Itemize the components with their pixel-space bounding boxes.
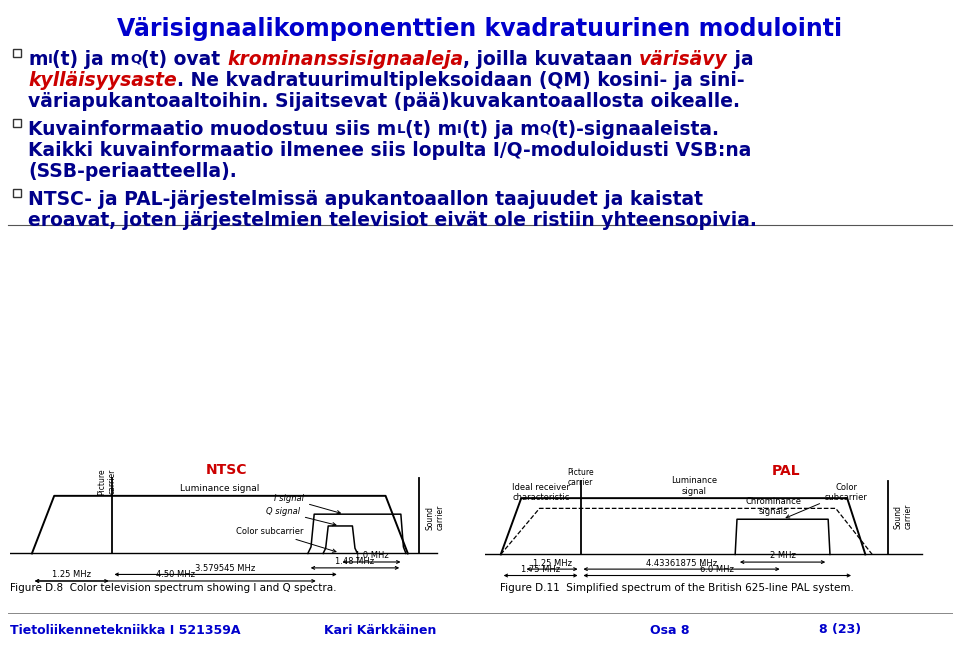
Text: Picture
carrier: Picture carrier xyxy=(567,468,594,487)
Text: UNIVERSITY: UNIVERSITY xyxy=(916,617,948,622)
Text: krominanssisignaaleja: krominanssisignaaleja xyxy=(227,50,463,69)
Text: Color subcarrier: Color subcarrier xyxy=(236,527,336,552)
Text: Picture
carrier: Picture carrier xyxy=(97,468,116,495)
Text: . Ne kvadratuurimultipleksoidaan (QM) kosini- ja sini-: . Ne kvadratuurimultipleksoidaan (QM) ko… xyxy=(177,71,744,90)
Text: 4.43361875 MHz: 4.43361875 MHz xyxy=(646,559,717,567)
Text: NTSC- ja PAL-järjestelmissä apukantoaallon taajuudet ja kaistat: NTSC- ja PAL-järjestelmissä apukantoaall… xyxy=(28,190,703,209)
Text: I: I xyxy=(457,123,462,136)
Text: 1.25 MHz: 1.25 MHz xyxy=(533,559,571,567)
Text: Q signal: Q signal xyxy=(266,507,336,526)
Text: Color
subcarrier: Color subcarrier xyxy=(786,483,868,518)
Text: Kari Kärkkäinen: Kari Kärkkäinen xyxy=(324,624,436,637)
Text: OULU: OULU xyxy=(924,637,940,642)
Text: Chrominance
signals: Chrominance signals xyxy=(746,496,802,516)
Text: L: L xyxy=(396,123,405,136)
Text: 1.0 MHz: 1.0 MHz xyxy=(354,552,389,560)
Text: 3.579545 MHz: 3.579545 MHz xyxy=(196,564,255,572)
Text: (t) ja m: (t) ja m xyxy=(53,50,131,69)
Text: väriapukantoaaltoihin. Sijaitsevat (pää)kuvakantoaallosta oikealle.: väriapukantoaaltoihin. Sijaitsevat (pää)… xyxy=(28,92,740,111)
Text: PAL: PAL xyxy=(771,464,800,477)
Text: m: m xyxy=(28,50,47,69)
Text: ja: ja xyxy=(728,50,754,69)
Text: NTSC: NTSC xyxy=(205,463,247,477)
Text: Sound
carrier: Sound carrier xyxy=(425,505,445,530)
Text: 1.48 MHz: 1.48 MHz xyxy=(335,557,374,566)
Bar xyxy=(13,49,21,57)
Text: Ideal receiver
characteristic: Ideal receiver characteristic xyxy=(512,483,570,502)
Text: kylläisyysaste: kylläisyysaste xyxy=(28,71,177,90)
Text: Luminance
signal: Luminance signal xyxy=(671,476,717,496)
Text: Osa 8: Osa 8 xyxy=(650,624,689,637)
Text: Kaikki kuvainformaatio ilmenee siis lopulta I/Q-moduloidusti VSB:na: Kaikki kuvainformaatio ilmenee siis lopu… xyxy=(28,141,752,160)
Text: 8 (23): 8 (23) xyxy=(819,624,861,637)
Text: 1.25 MHz: 1.25 MHz xyxy=(52,571,91,579)
Text: (t) ovat: (t) ovat xyxy=(141,50,227,69)
Text: I signal: I signal xyxy=(274,494,341,514)
Text: 6.0 MHz: 6.0 MHz xyxy=(700,565,734,574)
Text: (t) ja m: (t) ja m xyxy=(462,120,540,139)
Text: Tietoliikennetekniikka I 521359A: Tietoliikennetekniikka I 521359A xyxy=(10,624,241,637)
Bar xyxy=(13,189,21,197)
Text: I: I xyxy=(47,53,53,66)
Text: OF: OF xyxy=(928,627,936,632)
Text: 1.75 MHz: 1.75 MHz xyxy=(521,565,561,574)
Text: 2 MHz: 2 MHz xyxy=(770,552,796,561)
Text: (t)-signaaleista.: (t)-signaaleista. xyxy=(551,120,720,139)
Text: Kuvainformaatio muodostuu siis m: Kuvainformaatio muodostuu siis m xyxy=(28,120,396,139)
Text: Värisignaalikomponenttien kvadratuurinen modulointi: Värisignaalikomponenttien kvadratuurinen… xyxy=(117,17,843,41)
Text: Sound
carrier: Sound carrier xyxy=(894,503,913,529)
Bar xyxy=(13,119,21,127)
Text: Figure D.8  Color television spectrum showing I and Q spectra.: Figure D.8 Color television spectrum sho… xyxy=(10,583,337,593)
Text: Q: Q xyxy=(131,53,141,66)
Text: (SSB-periaatteella).: (SSB-periaatteella). xyxy=(28,162,237,181)
Text: (t) m: (t) m xyxy=(405,120,457,139)
Text: 4.50 MHz: 4.50 MHz xyxy=(156,571,195,579)
Text: Figure D.11  Simplified spectrum of the British 625-line PAL system.: Figure D.11 Simplified spectrum of the B… xyxy=(500,583,853,593)
Text: , joilla kuvataan: , joilla kuvataan xyxy=(463,50,639,69)
Text: Q: Q xyxy=(540,123,551,136)
Text: Luminance signal: Luminance signal xyxy=(180,484,259,493)
Text: värisävy: värisävy xyxy=(639,50,728,69)
Text: eroavat, joten järjestelmien televisiot eivät ole ristiin yhteensopivia.: eroavat, joten järjestelmien televisiot … xyxy=(28,211,756,230)
